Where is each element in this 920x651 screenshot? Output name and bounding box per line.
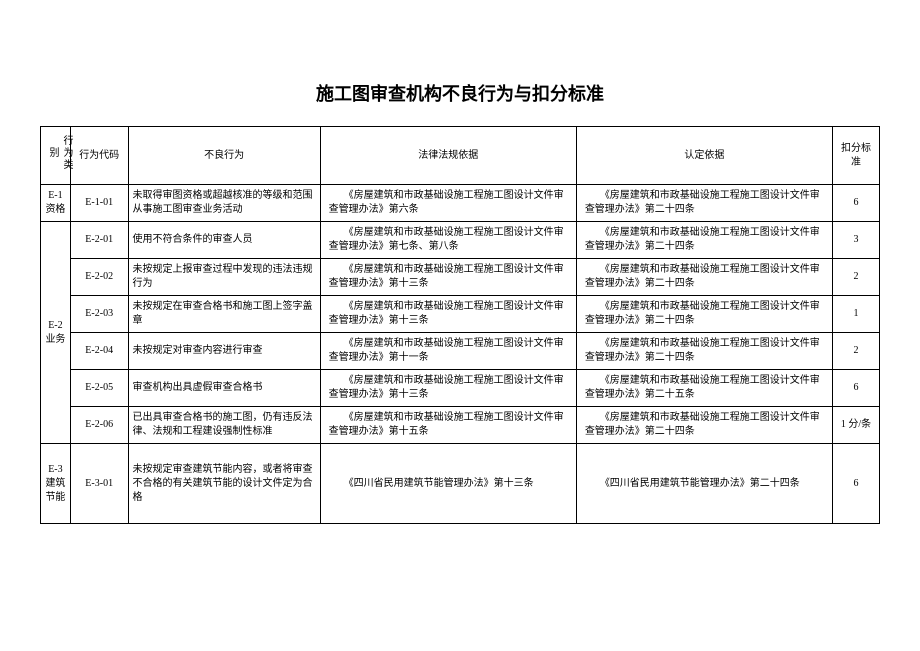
behavior-cell: 未按规定审查建筑节能内容，或者将审查不合格的有关建筑节能的设计文件定为合格 [128,444,320,524]
behavior-cell: 使用不符合条件的审查人员 [128,222,320,259]
score-cell: 6 [832,370,879,407]
score-cell: 1 [832,296,879,333]
behavior-cell: 审查机构出具虚假审查合格书 [128,370,320,407]
basis-cell: 《房屋建筑和市政基础设施工程施工图设计文件审查管理办法》第二十四条 [576,259,832,296]
code-cell: E-2-06 [70,407,128,444]
table-row: E-2-05审查机构出具虚假审查合格书《房屋建筑和市政基础设施工程施工图设计文件… [41,370,880,407]
score-cell: 6 [832,185,879,222]
behavior-cell: 未按规定对审查内容进行审查 [128,333,320,370]
basis-cell: 《房屋建筑和市政基础设施工程施工图设计文件审查管理办法》第二十四条 [576,333,832,370]
basis-cell: 《房屋建筑和市政基础设施工程施工图设计文件审查管理办法》第二十四条 [576,185,832,222]
law-cell: 《房屋建筑和市政基础设施工程施工图设计文件审查管理办法》第七条、第八条 [320,222,576,259]
standards-table: 行为类别 行为代码 不良行为 法律法规依据 认定依据 扣分标准 E-1 资格E-… [40,126,880,524]
table-row: E-2-04未按规定对审查内容进行审查《房屋建筑和市政基础设施工程施工图设计文件… [41,333,880,370]
code-cell: E-3-01 [70,444,128,524]
header-behavior: 不良行为 [128,127,320,185]
code-cell: E-2-02 [70,259,128,296]
table-row: E-2-03未按规定在审查合格书和施工图上签字盖章《房屋建筑和市政基础设施工程施… [41,296,880,333]
basis-cell: 《房屋建筑和市政基础设施工程施工图设计文件审查管理办法》第二十五条 [576,370,832,407]
table-row: E-1 资格E-1-01未取得审图资格或超越核准的等级和范围从事施工图审查业务活… [41,185,880,222]
behavior-cell: 未取得审图资格或超越核准的等级和范围从事施工图审查业务活动 [128,185,320,222]
behavior-cell: 未按规定上报审查过程中发现的违法违规行为 [128,259,320,296]
law-cell: 《房屋建筑和市政基础设施工程施工图设计文件审查管理办法》第十三条 [320,296,576,333]
basis-cell: 《四川省民用建筑节能管理办法》第二十四条 [576,444,832,524]
page-title: 施工图审查机构不良行为与扣分标准 [40,80,880,106]
table-row: E-3 建筑节能E-3-01未按规定审查建筑节能内容，或者将审查不合格的有关建筑… [41,444,880,524]
law-cell: 《四川省民用建筑节能管理办法》第十三条 [320,444,576,524]
code-cell: E-2-03 [70,296,128,333]
score-cell: 6 [832,444,879,524]
score-cell: 2 [832,259,879,296]
header-score: 扣分标准 [832,127,879,185]
category-cell: E-2 业务 [41,222,71,444]
law-cell: 《房屋建筑和市政基础设施工程施工图设计文件审查管理办法》第十三条 [320,370,576,407]
table-header-row: 行为类别 行为代码 不良行为 法律法规依据 认定依据 扣分标准 [41,127,880,185]
score-cell: 2 [832,333,879,370]
basis-cell: 《房屋建筑和市政基础设施工程施工图设计文件审查管理办法》第二十四条 [576,407,832,444]
basis-cell: 《房屋建筑和市政基础设施工程施工图设计文件审查管理办法》第二十四条 [576,296,832,333]
law-cell: 《房屋建筑和市政基础设施工程施工图设计文件审查管理办法》第六条 [320,185,576,222]
table-row: E-2-02未按规定上报审查过程中发现的违法违规行为《房屋建筑和市政基础设施工程… [41,259,880,296]
law-cell: 《房屋建筑和市政基础设施工程施工图设计文件审查管理办法》第十五条 [320,407,576,444]
score-cell: 1 分/条 [832,407,879,444]
table-row: E-2-06已出具审查合格书的施工图，仍有违反法律、法规和工程建设强制性标准《房… [41,407,880,444]
code-cell: E-2-04 [70,333,128,370]
code-cell: E-2-05 [70,370,128,407]
header-basis: 认定依据 [576,127,832,185]
header-category: 行为类别 [41,127,71,185]
law-cell: 《房屋建筑和市政基础设施工程施工图设计文件审查管理办法》第十三条 [320,259,576,296]
header-code: 行为代码 [70,127,128,185]
code-cell: E-1-01 [70,185,128,222]
behavior-cell: 未按规定在审查合格书和施工图上签字盖章 [128,296,320,333]
header-law: 法律法规依据 [320,127,576,185]
code-cell: E-2-01 [70,222,128,259]
behavior-cell: 已出具审查合格书的施工图，仍有违反法律、法规和工程建设强制性标准 [128,407,320,444]
category-cell: E-1 资格 [41,185,71,222]
basis-cell: 《房屋建筑和市政基础设施工程施工图设计文件审查管理办法》第二十四条 [576,222,832,259]
table-row: E-2 业务E-2-01使用不符合条件的审查人员《房屋建筑和市政基础设施工程施工… [41,222,880,259]
score-cell: 3 [832,222,879,259]
category-cell: E-3 建筑节能 [41,444,71,524]
law-cell: 《房屋建筑和市政基础设施工程施工图设计文件审查管理办法》第十一条 [320,333,576,370]
